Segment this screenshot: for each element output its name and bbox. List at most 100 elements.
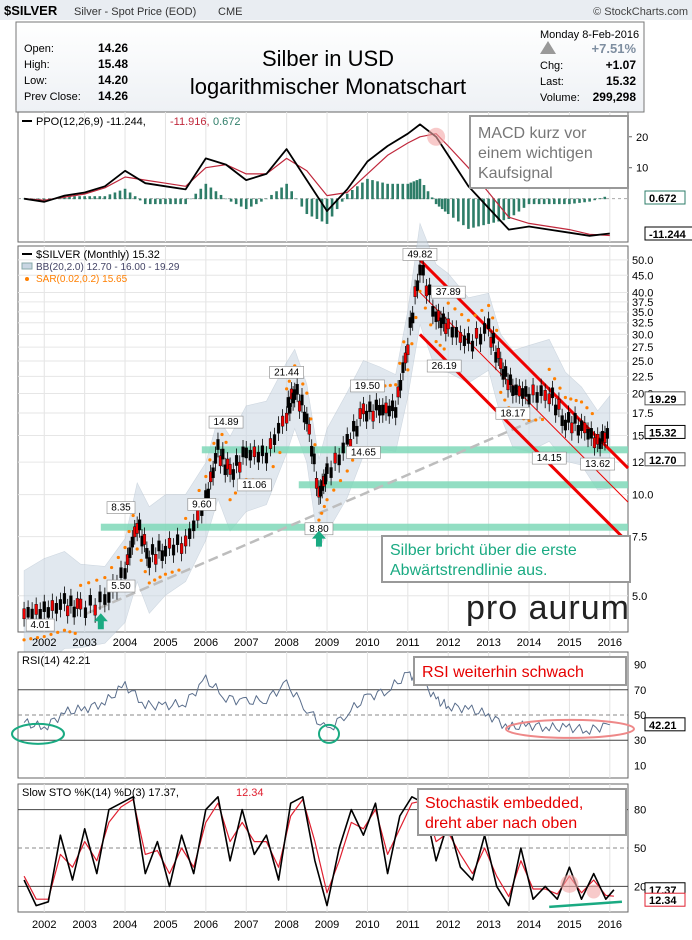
histogram-bar — [350, 190, 354, 200]
histogram-bar — [310, 198, 314, 217]
sar-dot — [434, 339, 438, 344]
candle-body — [128, 547, 132, 558]
candle-body — [137, 519, 142, 531]
price-annotation-box — [430, 285, 466, 299]
y-tick-label: 80 — [634, 805, 646, 817]
sar-dot — [73, 631, 77, 635]
y-tick-label: 50 — [634, 710, 646, 722]
rsi-legend: RSI(14) 42.21 — [22, 655, 90, 667]
histogram-bar — [512, 198, 516, 216]
ppo-line — [23, 123, 610, 237]
sar-dot — [585, 406, 589, 410]
y-tick-label: 20 — [636, 132, 648, 144]
sar-dot — [590, 411, 594, 416]
x-tick-label: 2002 — [32, 637, 56, 649]
sar-dot — [351, 458, 355, 462]
histogram-bar — [224, 198, 228, 200]
svg-text:Stochastik embedded,: Stochastik embedded, — [425, 795, 583, 812]
candle-body — [531, 384, 535, 396]
histogram-bar — [451, 198, 455, 218]
candle-body — [598, 438, 602, 449]
histogram-bar — [219, 194, 223, 200]
histogram-bar — [507, 198, 511, 219]
histogram-bar — [270, 194, 273, 200]
histogram-bar — [497, 198, 501, 222]
price-annotation-box — [106, 579, 136, 593]
price-annotation-box — [346, 446, 381, 459]
histogram-bar — [280, 187, 283, 200]
candle-body — [424, 285, 429, 297]
sar-legend: SAR(0.02,0.2) 15.65 — [36, 274, 128, 285]
price-annotation: 49.82 — [407, 249, 432, 260]
sar-dot — [224, 440, 228, 444]
candle-body — [307, 423, 311, 435]
candle-body — [514, 384, 518, 396]
svg-text:einem wichtigen: einem wichtigen — [478, 145, 593, 162]
candle-body — [415, 280, 420, 291]
stoch-legend: Slow STO %K(14) %D(3) 17.37, — [22, 787, 179, 799]
x-tick-label: 2002 — [32, 919, 56, 931]
sar-dot — [540, 417, 545, 422]
sar-dot — [410, 342, 414, 346]
sar-dot — [499, 390, 503, 394]
histogram-bar — [386, 183, 389, 200]
histogram-bar — [108, 194, 112, 200]
histogram-bar — [340, 198, 344, 202]
candle-body — [371, 410, 375, 422]
candle-body — [411, 312, 415, 324]
price-annotation: 4.01 — [30, 620, 50, 631]
stat-label: Last: — [540, 76, 564, 88]
histogram-bar — [300, 198, 304, 207]
break-note: Silber bricht über die erste Abwärtstren… — [381, 535, 631, 583]
candle-body — [441, 313, 445, 325]
sar-dot — [228, 498, 232, 502]
x-tick-label: 2006 — [194, 919, 218, 931]
sar-dot — [398, 361, 402, 365]
sar-dot — [158, 575, 162, 579]
x-tick-label: 2011 — [396, 919, 420, 931]
candle-body — [333, 452, 337, 464]
candle-body — [605, 428, 609, 439]
histogram-bar — [234, 198, 238, 205]
candle-body — [167, 537, 172, 549]
sar-dot — [553, 377, 557, 381]
sar-dot — [177, 568, 181, 572]
histogram-bar — [260, 198, 263, 202]
candle-body — [454, 326, 458, 338]
candle-body — [171, 544, 176, 556]
histogram-bar — [457, 198, 460, 222]
x-tick-label: 2016 — [598, 637, 622, 649]
histogram-bar — [477, 198, 480, 227]
histogram-bar — [492, 198, 495, 223]
candle-body — [228, 464, 232, 475]
candle-body — [563, 419, 567, 431]
sar-dot — [109, 565, 114, 570]
histogram-bar — [123, 188, 127, 200]
sar-dot — [139, 558, 143, 562]
candle-body — [478, 333, 483, 345]
highlight-dot — [427, 127, 446, 146]
y-tick-label: 27.5 — [632, 342, 653, 354]
histogram-bar — [194, 193, 198, 200]
y-tick-label: 5.0 — [632, 591, 647, 603]
candle-body — [98, 591, 102, 603]
histogram-bar — [345, 193, 349, 200]
sar-dot — [402, 340, 406, 344]
y-tick-label: 10 — [636, 163, 648, 175]
sar-dot — [491, 316, 495, 320]
histogram-bar — [93, 196, 97, 200]
y-tick-label: 90 — [634, 660, 646, 672]
histogram-bar — [118, 190, 122, 200]
sar-dot — [406, 368, 410, 372]
ppo-legend-signal: -11.916, — [170, 116, 210, 128]
candle-body — [175, 534, 180, 545]
chart-title-line2: logarithmischer Monatschart — [190, 74, 466, 99]
x-tick-label: 2005 — [153, 637, 177, 649]
histogram-bar — [68, 196, 71, 200]
candle-body — [188, 528, 192, 539]
histogram-bar — [356, 186, 359, 200]
candle-body — [264, 452, 269, 464]
histogram-bar — [143, 198, 147, 205]
candle-body — [396, 386, 400, 398]
